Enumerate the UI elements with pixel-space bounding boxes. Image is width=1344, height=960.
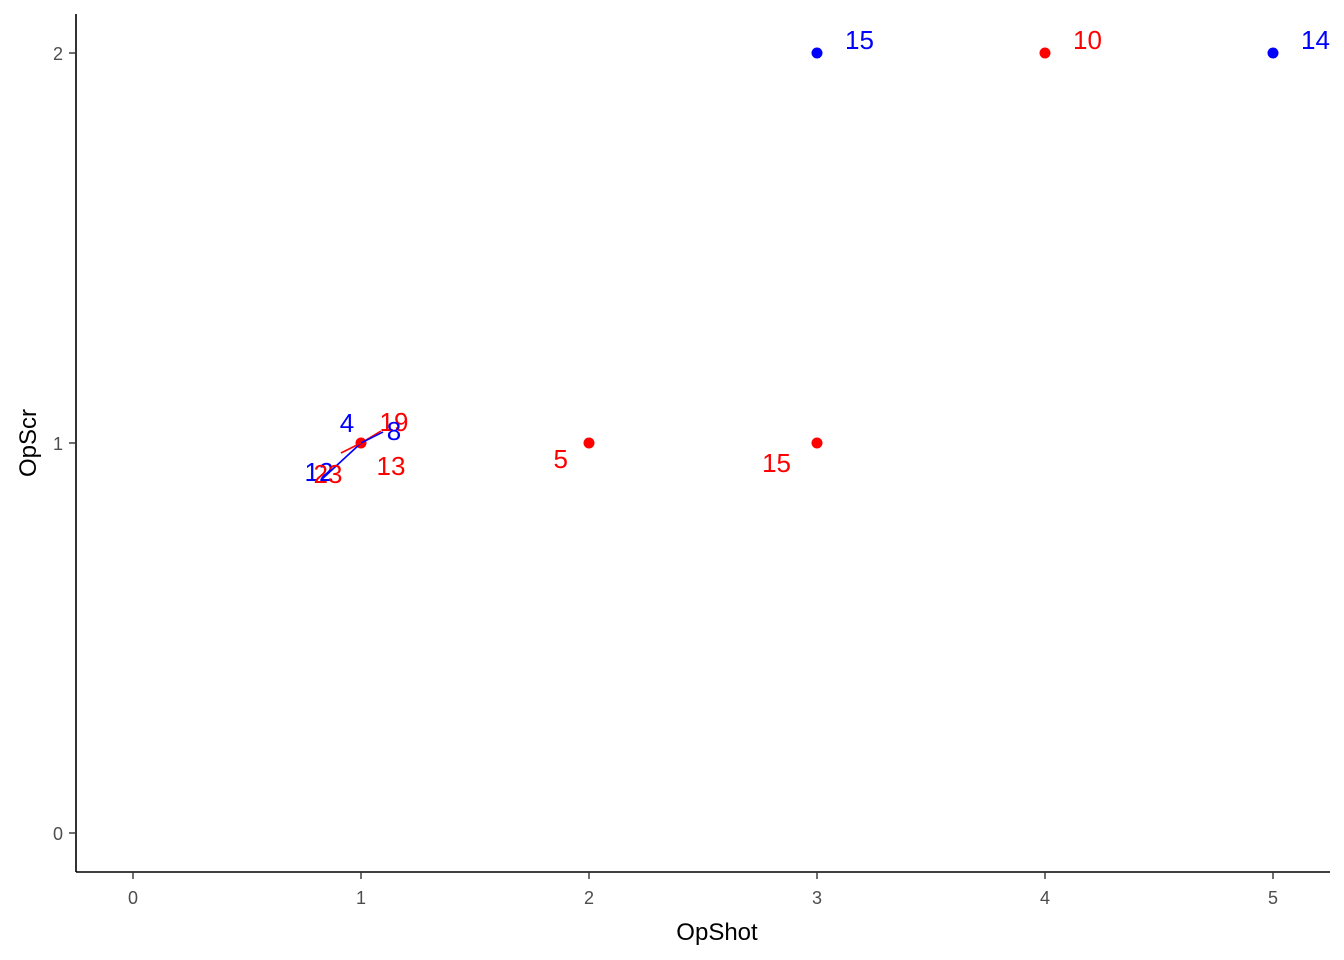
point-label: 13 <box>377 451 406 481</box>
label-leader-line <box>340 442 362 454</box>
x-axis-ticks: 0 1 2 3 4 5 <box>128 872 1278 908</box>
data-point <box>583 437 595 449</box>
data-point <box>811 437 823 449</box>
data-point <box>1267 47 1279 59</box>
point-label: 23 <box>314 459 343 489</box>
point-label: 5 <box>554 444 568 474</box>
point-label: 12 <box>305 457 334 487</box>
point-label: 19 <box>380 407 409 437</box>
y-tick-label: 2 <box>53 44 63 64</box>
x-tick-label: 3 <box>812 888 822 908</box>
x-tick-label: 2 <box>584 888 594 908</box>
y-tick-label: 0 <box>53 824 63 844</box>
data-point <box>1039 47 1051 59</box>
label-leader-line <box>320 442 362 481</box>
x-tick-label: 0 <box>128 888 138 908</box>
x-tick-label: 5 <box>1268 888 1278 908</box>
point-label: 15 <box>845 25 874 55</box>
label-leader-line <box>360 431 384 444</box>
point-label: 10 <box>1073 25 1102 55</box>
point-label: 4 <box>340 408 354 438</box>
y-axis-title: OpScr <box>15 409 42 477</box>
data-point <box>811 47 823 59</box>
x-axis-title: OpShot <box>676 919 758 946</box>
point-label: 14 <box>1301 25 1330 55</box>
points-layer <box>355 47 1279 449</box>
y-tick-label: 1 <box>53 434 63 454</box>
y-axis-ticks: 0 1 2 <box>53 44 76 844</box>
x-tick-label: 1 <box>356 888 366 908</box>
point-label: 8 <box>387 416 401 446</box>
point-label: 15 <box>762 448 791 478</box>
x-tick-label: 4 <box>1040 888 1050 908</box>
